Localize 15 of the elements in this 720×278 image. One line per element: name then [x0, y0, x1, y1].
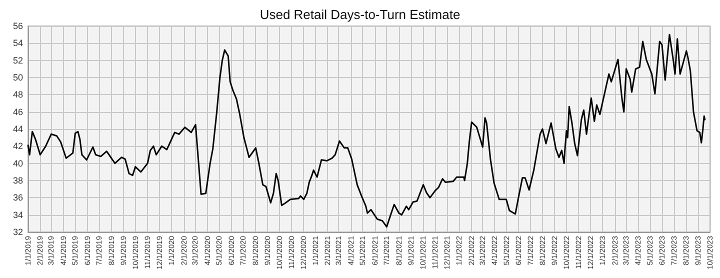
- y-tick-label: 42: [12, 141, 23, 152]
- y-tick-label: 56: [12, 21, 23, 31]
- y-tick-label: 48: [12, 90, 23, 100]
- y-tick-label: 50: [12, 72, 23, 82]
- y-tick-label: 40: [12, 158, 23, 168]
- y-tick-label: 54: [12, 38, 23, 48]
- line-series: [27, 34, 706, 228]
- y-tick-label: 46: [12, 106, 23, 117]
- y-tick-label: 34: [12, 210, 23, 220]
- y-tick-label: 32: [12, 227, 23, 237]
- y-tick-label: 52: [12, 55, 23, 66]
- y-tick-label: 38: [12, 176, 23, 186]
- y-tick-label: 44: [12, 124, 23, 134]
- chart-title: Used Retail Days-to-Turn Estimate: [260, 7, 460, 22]
- y-tick-label: 36: [12, 192, 23, 203]
